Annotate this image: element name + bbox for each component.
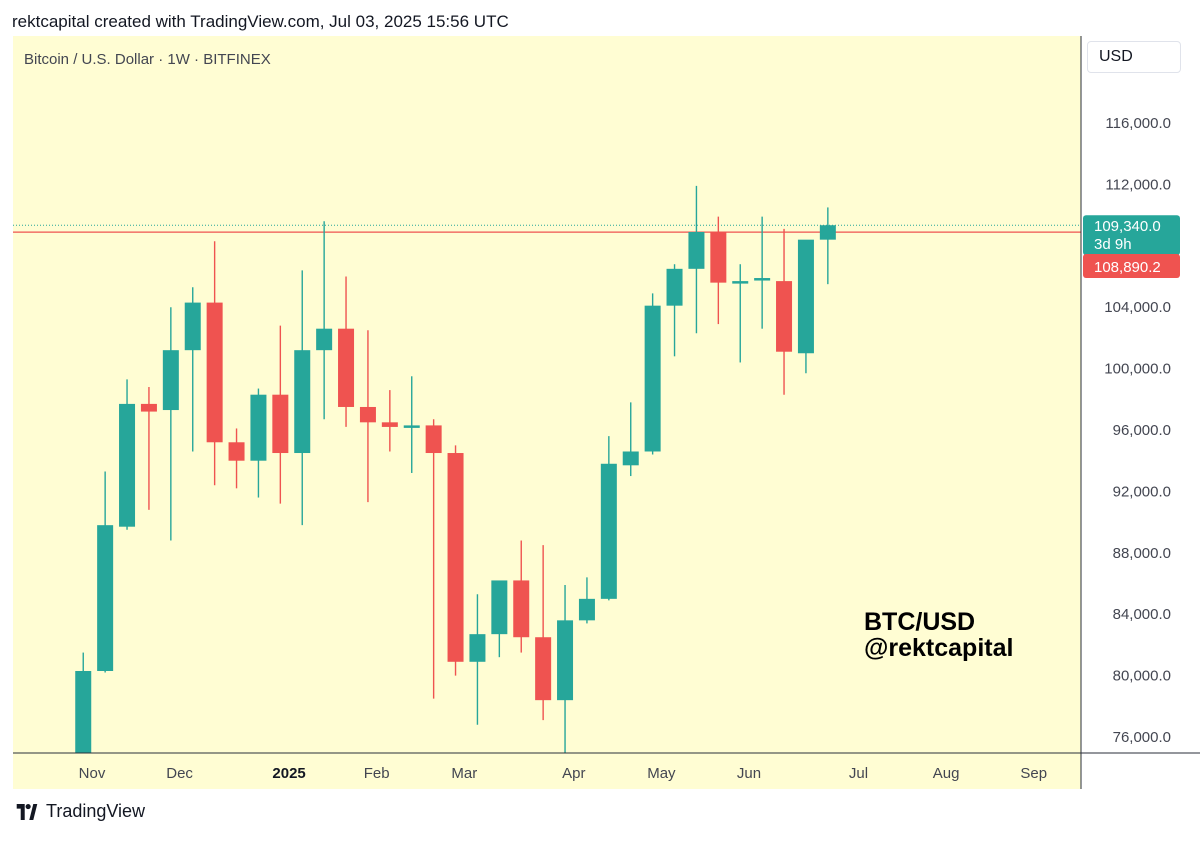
candle-body bbox=[272, 394, 289, 454]
x-tick-label: Jul bbox=[849, 765, 868, 782]
y-tick-label: 116,000.0 bbox=[1105, 115, 1171, 132]
watermark-handle: @rektcapital bbox=[864, 634, 1013, 662]
tradingview-brand-name: TradingView bbox=[46, 801, 146, 821]
candle-body bbox=[644, 305, 661, 452]
tradingview-branding[interactable]: TradingView bbox=[14, 801, 145, 822]
candle-body bbox=[162, 350, 179, 411]
y-tick-label: 100,000.0 bbox=[1104, 361, 1171, 378]
y-tick-label: 84,000.0 bbox=[1113, 606, 1171, 623]
candle-body bbox=[557, 620, 574, 701]
candle-body bbox=[819, 225, 836, 240]
y-tick-label: 76,000.0 bbox=[1113, 729, 1171, 746]
countdown-label: 3d 9h bbox=[1094, 236, 1132, 253]
x-tick-label: Nov bbox=[79, 765, 106, 782]
candle-body bbox=[776, 281, 793, 352]
candle-body bbox=[666, 268, 683, 306]
candle-body bbox=[359, 406, 376, 423]
candle-body bbox=[469, 634, 486, 662]
candle-body bbox=[184, 302, 201, 351]
y-tick-label: 96,000.0 bbox=[1113, 422, 1171, 439]
chart-attribution: rektcapital created with TradingView.com… bbox=[12, 12, 509, 31]
candle-body bbox=[119, 403, 136, 527]
resistance-price-label: 108,890.2 bbox=[1094, 259, 1161, 276]
y-tick-label: 80,000.0 bbox=[1113, 668, 1171, 685]
resistance-price-tag bbox=[1083, 254, 1180, 278]
candle-body bbox=[491, 580, 508, 635]
x-tick-label: May bbox=[647, 765, 676, 782]
y-tick-label: 88,000.0 bbox=[1113, 545, 1171, 562]
candle-body bbox=[316, 328, 333, 351]
x-tick-label: Mar bbox=[451, 765, 477, 782]
x-tick-label: Sep bbox=[1020, 765, 1047, 782]
candle-body bbox=[97, 525, 114, 671]
y-tick-label: 92,000.0 bbox=[1113, 483, 1171, 500]
currency-selector[interactable]: USD bbox=[1087, 41, 1181, 73]
candle-body bbox=[732, 281, 749, 284]
candle-body bbox=[535, 637, 552, 701]
y-tick-label: 112,000.0 bbox=[1105, 176, 1171, 193]
x-tick-label: Aug bbox=[933, 765, 960, 782]
candle-body bbox=[447, 453, 464, 662]
x-tick-label: Jun bbox=[737, 765, 761, 782]
candle-body bbox=[206, 302, 223, 443]
current-price-label: 109,340.0 bbox=[1094, 218, 1161, 235]
candle-body bbox=[425, 425, 442, 454]
candle-body bbox=[403, 425, 420, 428]
candle-body bbox=[797, 239, 814, 354]
current-price-tag bbox=[1083, 215, 1180, 256]
x-tick-label: 2025 bbox=[272, 765, 305, 782]
candle-body bbox=[710, 231, 727, 283]
price-axis-background bbox=[1081, 36, 1200, 789]
candle-body bbox=[228, 442, 245, 461]
x-tick-label: Apr bbox=[562, 765, 585, 782]
y-tick-label: 104,000.0 bbox=[1104, 299, 1171, 316]
candle-body bbox=[688, 231, 705, 269]
candle-body bbox=[294, 350, 311, 454]
candle-body bbox=[600, 463, 617, 599]
chart-title: Bitcoin / U.S. Dollar · 1W · BITFINEX bbox=[24, 51, 271, 68]
watermark-pair: BTC/USD bbox=[864, 608, 975, 636]
candle-body bbox=[622, 451, 639, 466]
candle-body bbox=[513, 580, 530, 638]
candle-body bbox=[381, 422, 398, 427]
candle-body bbox=[578, 598, 595, 621]
candle-body bbox=[75, 670, 92, 753]
candle-body bbox=[754, 278, 771, 281]
x-tick-label: Feb bbox=[364, 765, 390, 782]
x-tick-label: Dec bbox=[166, 765, 193, 782]
candle-body bbox=[338, 328, 355, 407]
candle-body bbox=[140, 403, 157, 412]
tradingview-logo-icon bbox=[16, 803, 38, 820]
candle-body bbox=[250, 394, 267, 461]
